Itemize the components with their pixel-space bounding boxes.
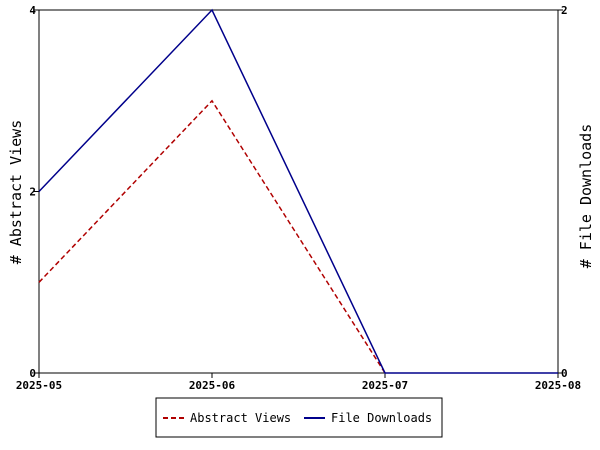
legend: Abstract Views File Downloads [155,397,443,438]
legend-label-abstract-views: Abstract Views [190,411,291,425]
series-line-abstract-views [38,99,386,374]
legend-label-file-downloads: File Downloads [331,411,432,425]
x-tick-label-2025-07: 2025-07 [362,379,408,392]
y-left-tick-label-4: 4 [29,4,36,17]
series-line-file-downloads [38,8,558,374]
legend-box [155,397,443,438]
right-axis-title: # File Downloads [577,124,595,269]
x-tick-label-2025-08: 2025-08 [535,379,581,392]
y-left-tick-label-0: 0 [29,367,36,380]
y-right-tick-label-0: 0 [561,367,568,380]
y-left-tick-label-2: 2 [29,186,36,199]
x-tick-label-2025-05: 2025-05 [16,379,62,392]
left-axis-title: # Abstract Views [7,120,25,265]
x-tick-label-2025-06: 2025-06 [189,379,236,392]
y-right-tick-label-2: 2 [561,4,568,17]
